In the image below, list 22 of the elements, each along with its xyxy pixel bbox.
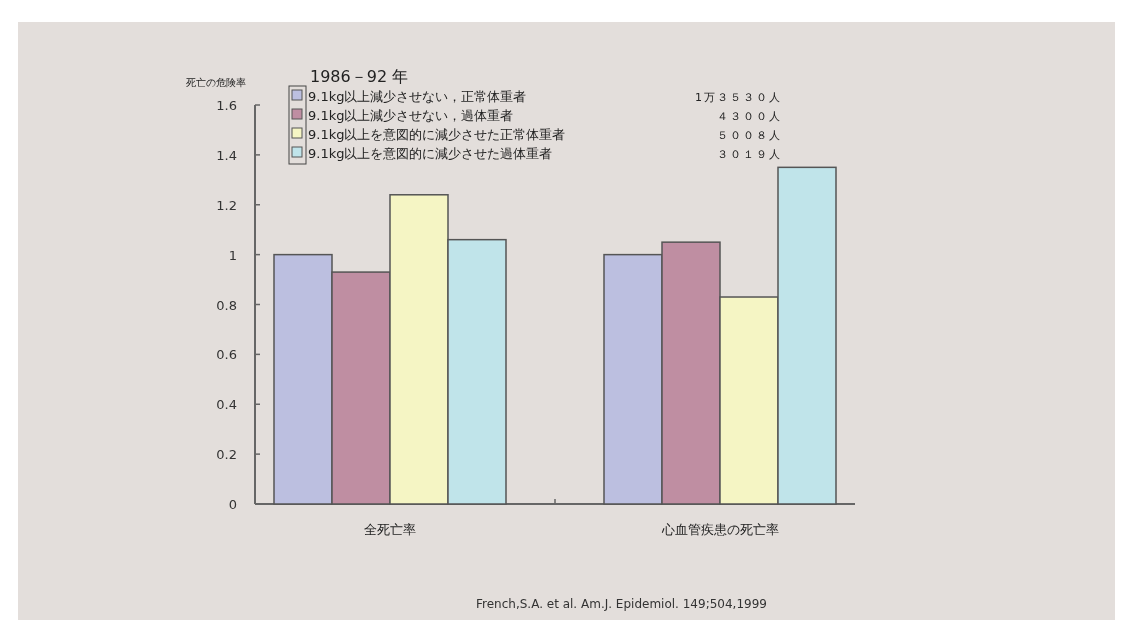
annotation: ４３００人 <box>717 110 782 123</box>
annotation: ５００８人 <box>717 129 782 142</box>
text: French,S.A. et al. Am.J. Epidemiol. 149;504,1999 <box>476 597 767 611</box>
y-tick-label: 0.6 <box>216 347 237 363</box>
y-tick-label: 1.6 <box>216 98 237 113</box>
y-tick-label: 1.4 <box>216 147 237 163</box>
legend-label: 9.1kg以上減少させない，正常体重者 <box>308 89 527 104</box>
legend-label: 9.1kg以上減少させない，過体重者 <box>308 108 514 123</box>
x-tick-label: 心血管疾患の死亡率 <box>660 522 779 537</box>
x-tick-label: 全死亡率 <box>364 522 416 537</box>
chart-title: 1986－92 年 <box>310 67 409 86</box>
y-tick-label: 0.2 <box>216 447 237 463</box>
y-tick-label: 0 <box>228 497 237 512</box>
annotation: ３０１９人 <box>717 148 782 161</box>
y-axis-title: 死亡の危険率 <box>186 77 246 88</box>
y-tick-label: 1 <box>228 247 237 263</box>
y-tick-label: 0.8 <box>216 297 237 313</box>
legend-label: 9.1kg以上を意図的に減少させた過体重者 <box>308 146 553 161</box>
text: 1万３５３０人 <box>695 91 782 104</box>
y-tick-label: 1.2 <box>216 197 237 213</box>
y-tick-label: 0.4 <box>216 397 237 413</box>
legend-label: 9.1kg以上を意図的に減少させた正常体重者 <box>308 127 566 142</box>
